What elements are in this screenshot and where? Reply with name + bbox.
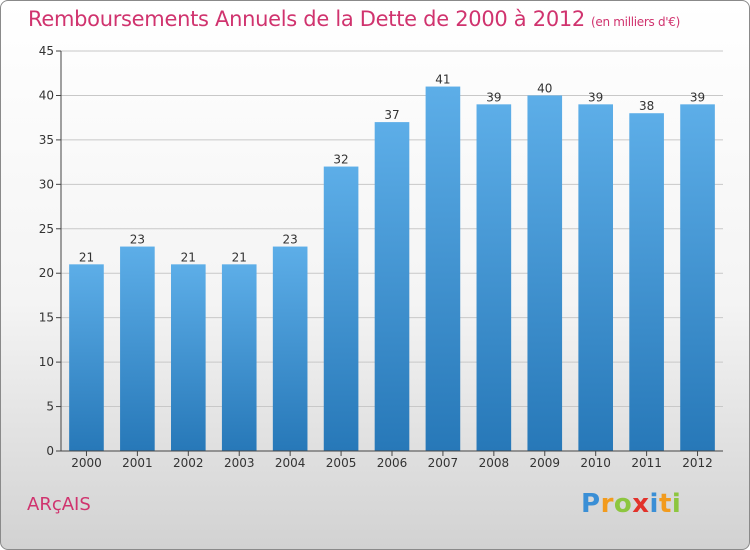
y-tick-label: 10 bbox=[39, 355, 54, 369]
bar bbox=[170, 264, 206, 451]
x-tick-label: 2005 bbox=[326, 456, 357, 470]
data-label: 38 bbox=[639, 99, 654, 113]
x-tick-label: 2007 bbox=[428, 456, 459, 470]
x-tick-label: 2004 bbox=[275, 456, 306, 470]
x-tick-label: 2010 bbox=[580, 456, 611, 470]
chart-subtitle: (en milliers d'€) bbox=[591, 15, 681, 29]
data-label: 41 bbox=[435, 73, 450, 87]
bar bbox=[272, 246, 308, 451]
bar bbox=[425, 86, 461, 452]
y-tick-label: 45 bbox=[39, 44, 54, 58]
bar bbox=[323, 166, 359, 452]
x-tick-label: 2008 bbox=[479, 456, 510, 470]
y-tick-label: 40 bbox=[39, 88, 54, 102]
data-label: 37 bbox=[384, 108, 399, 122]
x-tick-label: 2009 bbox=[529, 456, 560, 470]
bar bbox=[374, 122, 410, 451]
data-label: 21 bbox=[181, 250, 196, 264]
chart-title: Remboursements Annuels de la Dette de 20… bbox=[28, 7, 680, 31]
bars: 21 23 21 21 23 32 37 41 39 40 39 38 39 bbox=[69, 73, 715, 452]
y-tick-label: 30 bbox=[39, 177, 54, 191]
commune-name: ARçAIS bbox=[27, 494, 91, 515]
bar bbox=[527, 95, 563, 451]
x-tick-label: 2003 bbox=[224, 456, 255, 470]
data-label: 39 bbox=[690, 90, 705, 104]
bar bbox=[680, 104, 715, 451]
y-tick-label: 15 bbox=[39, 311, 54, 325]
bar bbox=[221, 264, 257, 451]
data-label: 40 bbox=[537, 81, 552, 95]
x-tick-label: 2011 bbox=[631, 456, 662, 470]
y-tick-label: 25 bbox=[39, 222, 54, 236]
bar bbox=[578, 104, 614, 451]
x-tick-label: 2012 bbox=[682, 456, 713, 470]
bar bbox=[629, 113, 664, 451]
data-label: 21 bbox=[79, 250, 94, 264]
data-label: 32 bbox=[333, 153, 348, 167]
bar bbox=[120, 246, 155, 451]
data-label: 39 bbox=[486, 90, 501, 104]
axes: 0 5 10 15 20 25 30 35 40 45 2000 2001 2002 2003 2004 20… bbox=[39, 44, 723, 470]
data-label: 21 bbox=[232, 250, 247, 264]
bar bbox=[69, 264, 104, 451]
x-tick-label: 2002 bbox=[173, 456, 204, 470]
y-tick-label: 5 bbox=[46, 400, 54, 414]
x-tick-label: 2001 bbox=[122, 456, 153, 470]
proxiti-logo[interactable]: Proxiti bbox=[581, 489, 682, 519]
bar bbox=[476, 104, 512, 451]
y-tick-label: 20 bbox=[39, 266, 54, 280]
y-tick-label: 0 bbox=[46, 444, 54, 458]
x-tick-label: 2000 bbox=[71, 456, 102, 470]
data-label: 23 bbox=[283, 233, 298, 247]
data-label: 39 bbox=[588, 90, 603, 104]
data-label: 23 bbox=[130, 233, 145, 247]
x-tick-label: 2006 bbox=[377, 456, 408, 470]
y-tick-label: 35 bbox=[39, 133, 54, 147]
chart-title-text: Remboursements Annuels de la Dette de 20… bbox=[28, 7, 585, 31]
